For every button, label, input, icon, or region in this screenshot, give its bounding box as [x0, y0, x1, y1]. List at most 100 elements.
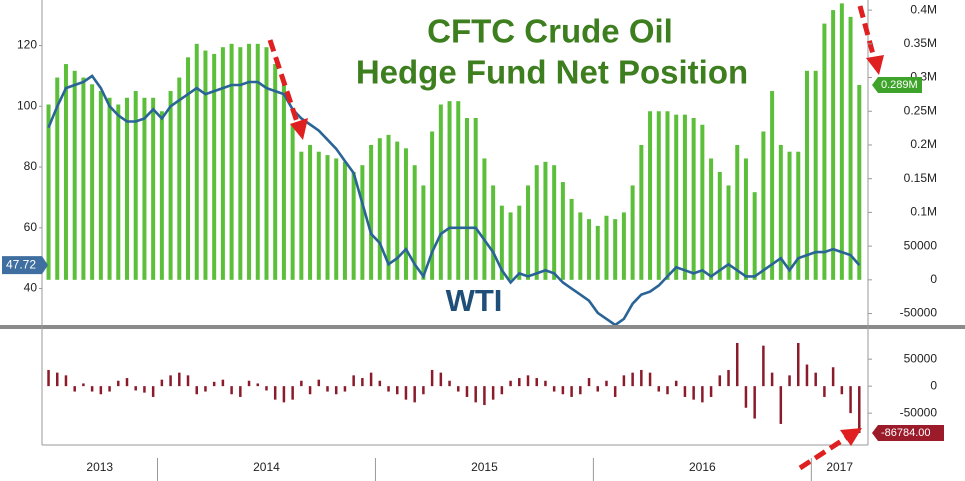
- y2-tick-label: 0: [930, 378, 937, 392]
- bar: [500, 386, 504, 395]
- bar: [229, 43, 234, 280]
- bar: [796, 151, 801, 280]
- bar: [596, 386, 600, 392]
- y2-tick-label: 0: [930, 272, 937, 286]
- bar: [709, 158, 714, 280]
- bar: [648, 372, 652, 387]
- bar: [378, 380, 382, 387]
- bar: [387, 386, 390, 392]
- bar: [108, 386, 111, 392]
- bar: [308, 144, 313, 280]
- chart-title: Hedge Fund Net Position: [356, 54, 748, 91]
- bar: [395, 386, 399, 395]
- line: [47, 74, 861, 327]
- bar: [595, 225, 600, 280]
- bar: [604, 215, 609, 280]
- bar: [134, 386, 137, 391]
- y2-tick-label: 0.35M: [904, 36, 937, 50]
- bar: [99, 386, 103, 395]
- bar: [273, 386, 277, 400]
- bar: [47, 369, 50, 387]
- bar: [587, 219, 592, 280]
- bar: [124, 97, 129, 280]
- value-tag: [2, 256, 48, 275]
- bar: [273, 64, 278, 280]
- bar: [369, 144, 374, 280]
- bar: [552, 165, 557, 280]
- bar: [570, 386, 573, 397]
- bar: [221, 379, 225, 387]
- bar: [212, 381, 216, 387]
- bar: [804, 70, 809, 280]
- bar: [325, 155, 330, 280]
- bar: [639, 144, 644, 280]
- bar: [386, 134, 391, 280]
- bar: [648, 111, 653, 280]
- bar: [326, 386, 329, 392]
- value-tag-label: 47.72: [6, 257, 36, 271]
- arrow: [267, 39, 300, 123]
- y-tick-label: 120: [17, 38, 37, 52]
- bar: [308, 386, 312, 395]
- bar: [117, 380, 120, 387]
- x-tick-label: 2015: [471, 460, 498, 474]
- bar: [412, 165, 417, 280]
- bar: [334, 158, 339, 280]
- bar: [369, 372, 373, 387]
- bar: [735, 342, 739, 387]
- bar: [107, 97, 112, 280]
- bar: [491, 185, 496, 280]
- bar: [72, 70, 77, 280]
- bar: [840, 386, 844, 395]
- bar: [727, 369, 730, 387]
- bar: [413, 386, 416, 403]
- bar: [465, 386, 469, 397]
- value-tag-label: 0.289M: [881, 79, 918, 91]
- bar: [377, 138, 382, 280]
- bar: [552, 386, 556, 392]
- arrow: [857, 5, 877, 59]
- y-tick-label: 40: [24, 281, 38, 295]
- bar: [753, 386, 756, 419]
- y2-tick-label: 50000: [904, 351, 938, 365]
- bar: [159, 111, 164, 280]
- bar: [125, 378, 129, 387]
- bar: [439, 372, 443, 387]
- arrowhead: [840, 428, 862, 446]
- bar: [858, 386, 861, 434]
- bar: [133, 91, 138, 280]
- bar: [666, 386, 669, 395]
- y2-tick-label: 0.25M: [904, 103, 937, 117]
- bar: [482, 158, 487, 280]
- bar: [831, 10, 836, 280]
- bar: [316, 151, 321, 280]
- bar: [63, 64, 68, 280]
- bar: [203, 50, 208, 280]
- bar: [788, 375, 791, 387]
- bar: [186, 375, 190, 387]
- bar: [701, 386, 704, 403]
- bar: [543, 161, 548, 280]
- bar: [360, 165, 365, 280]
- value-tag: [872, 425, 944, 442]
- bar: [665, 111, 670, 280]
- bar: [422, 386, 425, 395]
- value-tag-label: -86784.00: [881, 427, 931, 439]
- chart-title: CFTC Crude Oil: [427, 13, 673, 50]
- bar: [404, 386, 408, 400]
- bar: [640, 369, 643, 387]
- bar: [352, 375, 355, 387]
- bar: [281, 84, 286, 280]
- panel-divider: [0, 325, 965, 329]
- bar: [509, 380, 512, 387]
- bar: [64, 375, 68, 387]
- bar: [823, 386, 826, 397]
- bar: [81, 77, 86, 280]
- bar: [605, 380, 608, 387]
- bar: [770, 91, 775, 280]
- bar: [82, 383, 85, 387]
- bar: [204, 386, 207, 392]
- y2-tick-label: 0.4M: [910, 2, 937, 16]
- bar: [778, 144, 783, 280]
